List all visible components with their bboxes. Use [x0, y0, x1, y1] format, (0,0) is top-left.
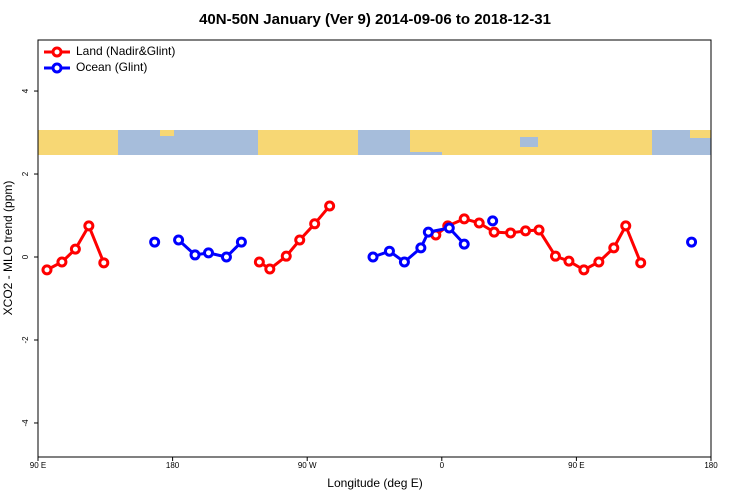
- map-strip: [38, 130, 711, 155]
- data-point: [56, 256, 68, 268]
- data-point: [294, 234, 306, 246]
- y-tick-label: -2: [21, 336, 30, 344]
- data-point: [458, 238, 470, 250]
- data-point: [520, 225, 532, 237]
- x-tick-label: 0: [440, 461, 445, 470]
- data-point: [383, 245, 395, 257]
- data-point: [189, 249, 201, 261]
- data-point: [443, 222, 455, 234]
- series-line: [46, 205, 643, 272]
- x-axis-label: Longitude (deg E): [327, 476, 422, 490]
- x-tick-label: 180: [704, 461, 718, 470]
- y-axis-label: XCO2 - MLO trend (ppm): [1, 181, 15, 316]
- x-tick-label: 90 E: [30, 461, 46, 470]
- y-tick-label: -4: [21, 419, 30, 427]
- data-point: [202, 247, 214, 259]
- data-point: [620, 220, 632, 232]
- x-tick-label: 90 E: [568, 461, 584, 470]
- y-tick-label: 4: [21, 88, 30, 93]
- data-point: [635, 257, 647, 269]
- data-point: [264, 263, 276, 275]
- data-point: [309, 218, 321, 230]
- data-point: [549, 250, 561, 262]
- legend-marker: [51, 62, 63, 74]
- data-point: [593, 256, 605, 268]
- legend-marker: [51, 46, 63, 58]
- plot-frame: [37, 39, 712, 458]
- data-point: [578, 264, 590, 276]
- data-point: [149, 236, 161, 248]
- data-point: [533, 224, 545, 236]
- data-point: [505, 227, 517, 239]
- data-point: [487, 215, 499, 227]
- data-point: [98, 257, 110, 269]
- data-point: [398, 256, 410, 268]
- y-tick-label: 0: [21, 254, 30, 259]
- data-point: [422, 226, 434, 238]
- x-tick-label: 90 W: [298, 461, 317, 470]
- data-point: [41, 264, 53, 276]
- data-point: [367, 251, 379, 263]
- data-point: [173, 234, 185, 246]
- data-point: [324, 200, 336, 212]
- data-point: [235, 236, 247, 248]
- data-point: [253, 256, 265, 268]
- legend-label: Land (Nadir&Glint): [76, 44, 175, 58]
- data-point: [415, 242, 427, 254]
- legend-label: Ocean (Glint): [76, 60, 147, 74]
- data-point: [220, 251, 232, 263]
- data-point: [686, 236, 698, 248]
- chart-title: 40N-50N January (Ver 9) 2014-09-06 to 20…: [199, 11, 551, 28]
- data-point: [473, 217, 485, 229]
- x-tick-label: 180: [166, 461, 180, 470]
- data-point: [488, 226, 500, 238]
- data-point: [280, 250, 292, 262]
- data-point: [458, 213, 470, 225]
- data-point: [608, 242, 620, 254]
- y-tick-label: 2: [21, 171, 30, 176]
- data-point: [563, 255, 575, 267]
- data-point: [69, 243, 81, 255]
- data-point: [83, 220, 95, 232]
